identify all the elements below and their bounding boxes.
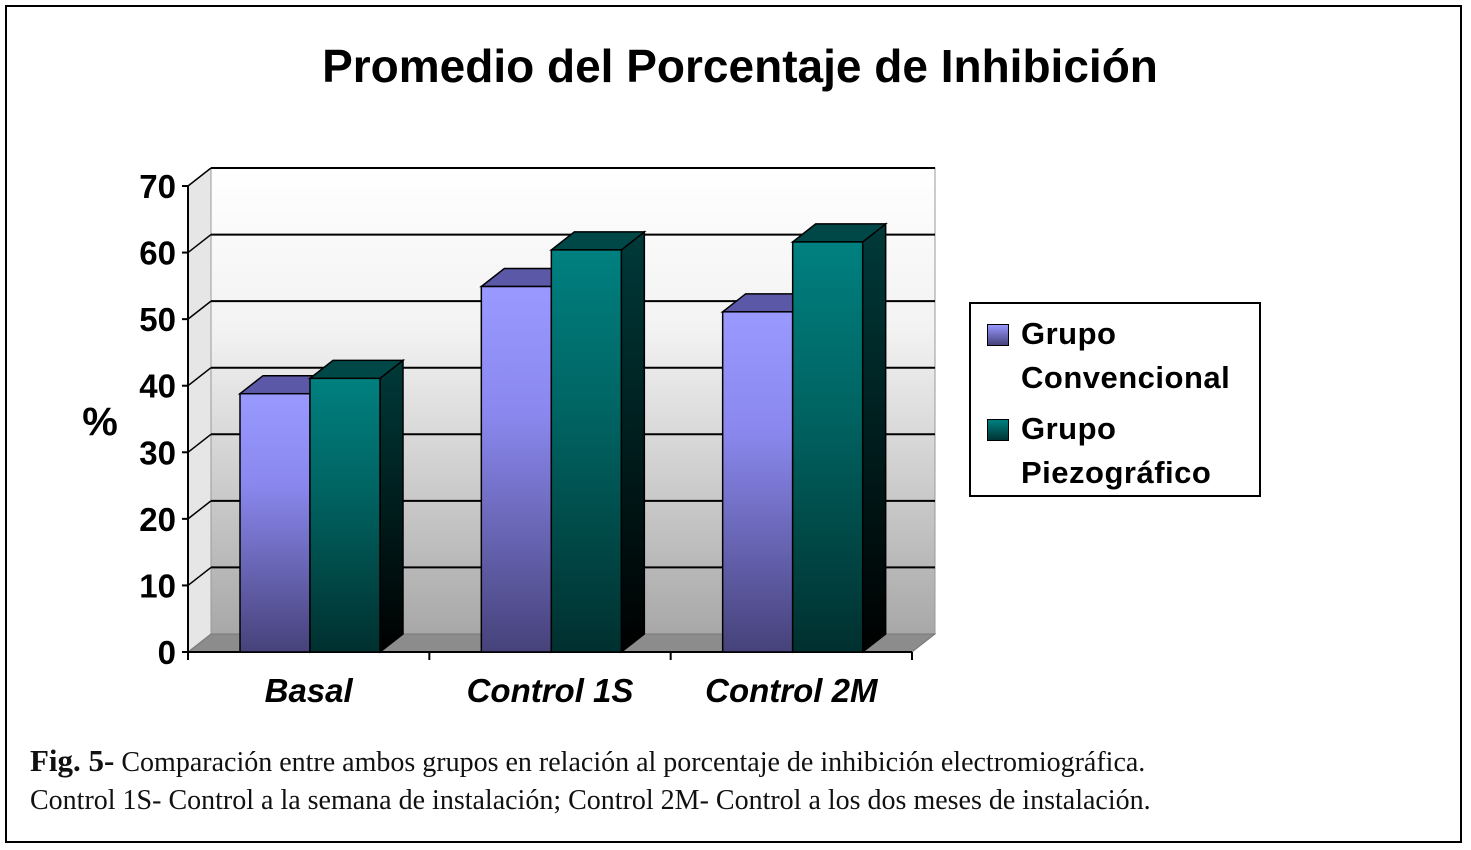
caption-line-2: Control 1S- Control a la semana de insta… bbox=[30, 785, 1151, 816]
y-tick-label: 60 bbox=[139, 235, 176, 272]
bar-front bbox=[550, 249, 623, 653]
y-tick-label: 20 bbox=[139, 501, 176, 538]
caption-label: Fig. 5- bbox=[30, 743, 115, 778]
x-tick-label: Control 1S bbox=[467, 672, 634, 709]
gridline-side bbox=[187, 233, 212, 254]
gridline-side bbox=[187, 300, 212, 320]
legend-swatch bbox=[987, 419, 1009, 441]
bar-side bbox=[379, 358, 404, 654]
legend-item-convencional: Grupo Convencional bbox=[987, 312, 1261, 400]
caption-line-1: Comparación entre ambos grupos en relaci… bbox=[121, 747, 1146, 778]
gridline-side bbox=[187, 566, 212, 587]
y-tick-label: 40 bbox=[139, 368, 176, 405]
bar-side bbox=[620, 230, 646, 654]
x-tick-label: Control 2M bbox=[705, 672, 879, 709]
figure-frame bbox=[5, 5, 1462, 843]
bar-side bbox=[861, 222, 887, 654]
y-tick-label: 30 bbox=[139, 434, 176, 471]
y-tick-label: 10 bbox=[139, 567, 176, 604]
bar-front bbox=[239, 392, 311, 653]
legend: Grupo Convencional Grupo Piezográfico bbox=[969, 302, 1261, 497]
gridline-side bbox=[187, 367, 212, 387]
bar bbox=[790, 222, 888, 654]
gridline-side bbox=[187, 167, 212, 187]
bar-front bbox=[721, 311, 794, 653]
legend-item-piezografico: Grupo Piezográfico bbox=[987, 407, 1261, 495]
bar-front bbox=[791, 241, 864, 653]
legend-label: Grupo bbox=[1021, 316, 1117, 351]
bar bbox=[549, 230, 647, 654]
legend-label: Convencional bbox=[1021, 360, 1231, 395]
y-tick-label: 50 bbox=[139, 301, 176, 338]
gridline-side bbox=[187, 433, 212, 453]
gridline-side bbox=[187, 500, 212, 520]
bar-front bbox=[309, 377, 381, 653]
legend-label: Grupo bbox=[1021, 411, 1117, 446]
y-tick-label: 0 bbox=[158, 634, 176, 671]
bar bbox=[307, 358, 406, 654]
legend-label: Piezográfico bbox=[1021, 455, 1212, 490]
chart-title: Promedio del Porcentaje de Inhibición bbox=[322, 40, 1158, 92]
x-tick-label: Basal bbox=[265, 672, 354, 709]
figure-caption: Fig. 5- Comparación entre ambos grupos e… bbox=[30, 742, 1151, 820]
y-axis-label: % bbox=[82, 400, 118, 444]
bar-front bbox=[480, 285, 553, 653]
side-wall bbox=[187, 166, 212, 654]
legend-swatch bbox=[987, 324, 1009, 346]
y-tick-label: 70 bbox=[139, 168, 176, 205]
